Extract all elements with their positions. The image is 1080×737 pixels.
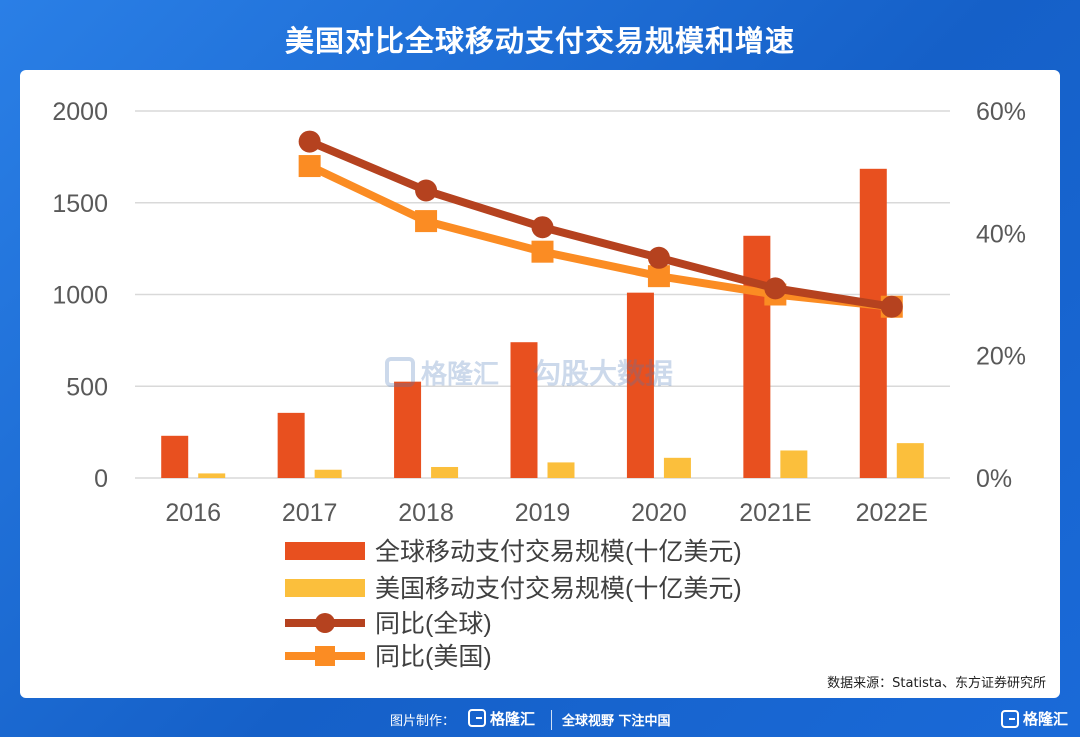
point-global-2021E: [764, 277, 787, 300]
point-global-2020: [647, 246, 670, 269]
x-tick-2016: 2016: [165, 499, 221, 527]
x-tick-2019: 2019: [515, 499, 571, 527]
point-us-2020: [647, 265, 670, 288]
brand-logo-icon: [468, 709, 486, 727]
bar-us-2016: [198, 473, 226, 478]
footer-brand-right-name: 格隆汇: [1022, 710, 1068, 728]
chart-title: 美国对比全球移动支付交易规模和增速: [284, 24, 795, 58]
point-us-2017: [298, 155, 321, 178]
bar-us-2018: [431, 466, 459, 478]
x-tick-2020: 2020: [631, 499, 687, 527]
point-global-2017: [298, 130, 321, 153]
bar-us-2021E: [780, 450, 808, 478]
x-tick-2021E: 2021E: [739, 499, 811, 527]
legend-label-1: 美国移动支付交易规模(十亿美元): [375, 575, 742, 603]
footer-brand-name: 格隆汇: [490, 709, 536, 728]
y-right-tick-60%: 60%: [976, 98, 1026, 126]
legend-label-3: 同比(美国): [375, 643, 492, 671]
bar-global-2020: [626, 292, 654, 478]
point-us-2019: [531, 240, 554, 263]
legend-marker-global: [315, 613, 335, 633]
legend-swatch-us-bar: [285, 579, 365, 597]
y-left-tick-0: 0: [94, 465, 108, 493]
bar-global-2022E: [859, 168, 887, 479]
y-right-tick-20%: 20%: [976, 343, 1026, 371]
legend-swatch-global-bar: [285, 542, 365, 560]
bar-us-2019: [547, 462, 575, 478]
footer-brand: 格隆汇: [468, 707, 535, 729]
bar-us-2022E: [896, 443, 924, 478]
point-global-2022E: [880, 295, 903, 318]
bar-us-2017: [314, 469, 342, 478]
point-global-2018: [415, 179, 438, 202]
y-left-tick-1500: 1500: [52, 190, 108, 218]
bar-global-2019: [510, 342, 538, 478]
legend-label-2: 同比(全球): [375, 610, 492, 638]
footer-credit: 图片制作：: [390, 714, 456, 729]
y-right-tick-0%: 0%: [976, 465, 1012, 493]
legend-label-0: 全球移动支付交易规模(十亿美元): [375, 538, 742, 566]
x-tick-2022E: 2022E: [856, 499, 928, 527]
bar-global-2018: [394, 381, 422, 478]
y-left-tick-1000: 1000: [52, 282, 108, 310]
brand-right-logo-icon: [1000, 709, 1019, 728]
point-global-2019: [531, 216, 554, 239]
footer-slogan: 全球视野 下注中国: [562, 714, 671, 729]
bar-global-2017: [277, 412, 305, 478]
footer-brand-right: 格隆汇: [1000, 708, 1068, 729]
bar-us-2020: [663, 457, 691, 478]
legend-marker-us: [315, 646, 335, 666]
bar-global-2016: [161, 435, 189, 478]
source-note: 数据来源：Statista、东方证券研究所: [827, 676, 1046, 691]
y-right-tick-40%: 40%: [976, 220, 1026, 248]
point-us-2018: [415, 210, 438, 233]
y-left-tick-2000: 2000: [52, 98, 108, 126]
x-tick-2018: 2018: [398, 499, 454, 527]
line-global: [305, 137, 896, 311]
footer-divider: [551, 710, 552, 730]
footer: 图片制作： 格隆汇 全球视野 下注中国 格隆汇: [0, 703, 1080, 737]
line-us: [305, 162, 896, 311]
y-left-tick-500: 500: [66, 373, 108, 401]
bar-global-2021E: [743, 235, 771, 478]
x-tick-2017: 2017: [282, 499, 338, 527]
